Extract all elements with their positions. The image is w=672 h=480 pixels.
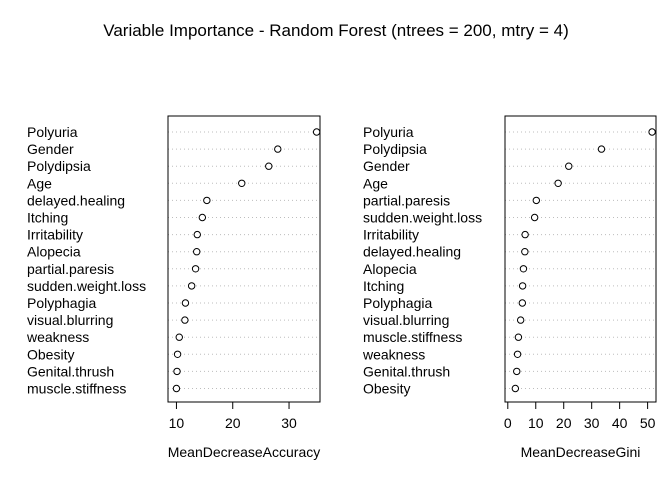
category-label: visual.blurring [27, 312, 113, 328]
category-label: sudden.weight.loss [27, 278, 146, 294]
category-label: Genital.thrush [363, 363, 450, 379]
data-point [514, 333, 523, 341]
category-label: Gender [363, 158, 410, 174]
data-point [648, 128, 656, 136]
category-label: Genital.thrush [27, 363, 114, 379]
data-point [521, 230, 529, 239]
x-tick-label: 20 [556, 415, 572, 431]
panel-1: PolyuriaGenderPolydipsiaAgedelayed.heali… [26, 115, 321, 460]
plot-frame [504, 115, 657, 403]
data-point [518, 299, 527, 307]
x-tick-label: 30 [281, 415, 297, 431]
category-label: Alopecia [27, 244, 81, 260]
data-point [175, 333, 183, 341]
category-label: Polyuria [363, 124, 414, 140]
data-point [193, 230, 201, 239]
x-tick-label: 0 [504, 415, 512, 431]
category-label: Polydipsia [363, 141, 427, 157]
data-point [191, 265, 200, 273]
data-point [513, 367, 521, 376]
category-label: Polyuria [27, 124, 78, 140]
data-point [198, 213, 207, 222]
data-point [519, 265, 528, 273]
category-label: Obesity [363, 381, 410, 397]
x-tick-label: 20 [225, 415, 241, 431]
category-label: visual.blurring [363, 312, 449, 328]
data-point [521, 248, 529, 256]
category-label: Obesity [27, 346, 74, 362]
x-tick-label: 40 [612, 415, 628, 431]
data-point [511, 384, 520, 393]
data-point [530, 213, 539, 222]
data-point [181, 299, 190, 307]
category-label: muscle.stiffness [27, 381, 126, 397]
panel-2: PolyuriaPolydipsiaGenderAgepartial.pares… [362, 115, 657, 460]
x-tick-label: 10 [528, 415, 544, 431]
category-label: delayed.healing [27, 192, 125, 208]
category-label: Age [363, 175, 388, 191]
data-point [172, 384, 181, 393]
category-label: Polydipsia [27, 158, 91, 174]
data-point [187, 282, 196, 290]
data-point [554, 179, 562, 188]
data-point [238, 179, 246, 188]
category-label: Age [27, 175, 52, 191]
data-point [173, 350, 182, 358]
data-point [312, 128, 321, 136]
data-point [181, 316, 189, 324]
data-point [274, 145, 282, 153]
chart-title: Variable Importance - Random Forest (ntr… [103, 21, 569, 40]
category-label: partial.paresis [27, 261, 114, 277]
category-label: Polyphagia [27, 295, 96, 311]
data-point [173, 367, 181, 376]
category-label: Alopecia [363, 261, 417, 277]
data-point [518, 282, 527, 290]
x-tick-label: 10 [169, 415, 185, 431]
category-label: Polyphagia [363, 295, 432, 311]
data-point [193, 248, 201, 256]
x-tick-label: 30 [584, 415, 600, 431]
plot-frame [167, 115, 321, 403]
category-label: sudden.weight.loss [363, 210, 482, 226]
category-label: weakness [26, 329, 89, 345]
data-point [265, 162, 273, 170]
x-axis-label: MeanDecreaseAccuracy [168, 444, 321, 460]
category-label: partial.paresis [363, 192, 450, 208]
category-label: muscle.stiffness [363, 329, 462, 345]
data-point [597, 145, 606, 153]
data-point [565, 162, 573, 170]
category-label: Gender [27, 141, 74, 157]
data-point [516, 316, 525, 324]
data-point [532, 196, 541, 205]
x-axis-label: MeanDecreaseGini [521, 444, 641, 460]
category-label: Itching [363, 278, 404, 294]
data-point [203, 196, 211, 205]
category-label: Irritability [363, 227, 419, 243]
category-label: weakness [362, 346, 425, 362]
data-point [513, 350, 522, 358]
category-label: Itching [27, 210, 68, 226]
category-label: Irritability [27, 227, 83, 243]
category-label: delayed.healing [363, 244, 461, 260]
x-tick-label: 50 [640, 415, 656, 431]
